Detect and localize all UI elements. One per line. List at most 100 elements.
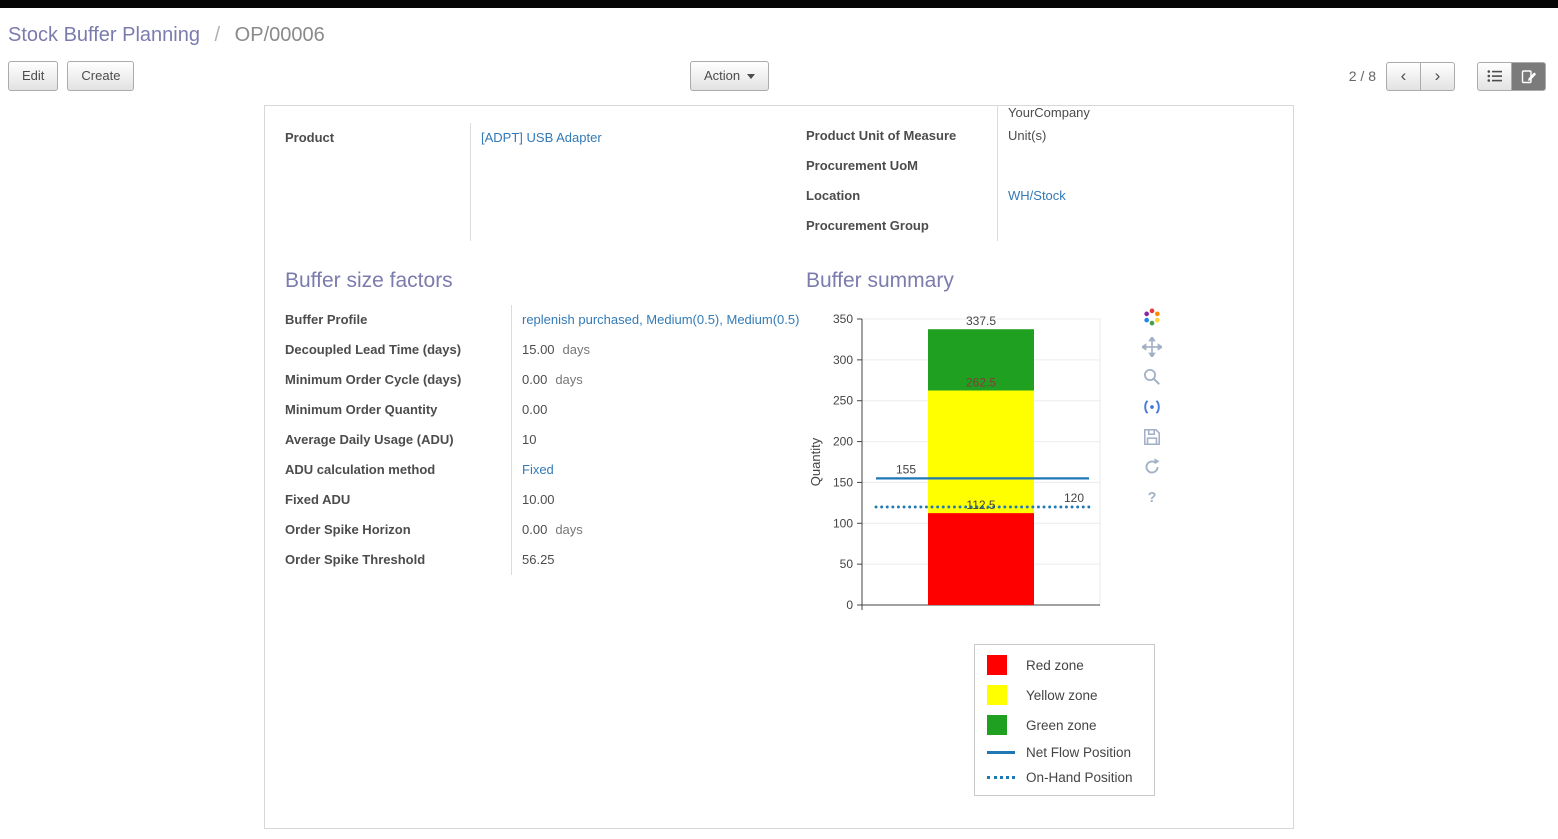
buffer-size-factors-heading: Buffer size factors [285,269,453,292]
buffer-chart-svg[interactable]: 0 50 100 150 200 250 300 350 112.5 262.5 337.5 155 1… [806,305,1140,625]
plotly-logo-icon[interactable] [1142,307,1162,327]
form-icon [1521,69,1536,83]
legend-item-yellow-zone[interactable]: Yellow zone [987,685,1142,705]
field-row-fixed-adu: Fixed ADU 10.00 [285,485,806,515]
field-row-buffer-profile: Buffer Profile replenish purchased, Medi… [285,305,806,335]
field-row-product: Product [ADPT] USB Adapter [285,123,806,153]
dlt-suffix: days [562,342,591,357]
form-sheet: Product [ADPT] USB Adapter YourCompany P… [264,105,1294,829]
buffer-size-factors-group: Buffer Profile replenish purchased, Medi… [285,305,806,575]
svg-text:300: 300 [833,353,853,367]
svg-text:Quantity: Quantity [808,437,823,486]
fixed-adu-label: Fixed ADU [285,485,512,515]
svg-text:112.5: 112.5 [966,498,995,512]
chevron-right-icon: › [1434,66,1441,85]
field-row-procurement-group: Procurement Group [806,211,1273,241]
svg-text:50: 50 [840,557,854,571]
procurement-group-label: Procurement Group [806,211,998,241]
legend-label: Yellow zone [1026,687,1098,703]
legend-item-net-flow[interactable]: Net Flow Position [987,745,1142,760]
svg-text:155: 155 [896,462,916,476]
svg-text:337.5: 337.5 [966,314,996,328]
field-row-product-uom: Product Unit of Measure Unit(s) [806,121,1273,151]
min-order-qty-value: 0.00 [522,402,548,417]
min-order-qty-label: Minimum Order Quantity [285,395,512,425]
min-order-cycle-value: 0.00 [522,372,548,387]
field-row-clipped: YourCompany [806,106,1273,121]
svg-text:120: 120 [1064,491,1084,505]
svg-text:?: ? [1148,490,1157,506]
product-uom-value: Unit(s) [1008,128,1047,143]
field-row-min-order-cycle: Minimum Order Cycle (days) 0.00 days [285,365,806,395]
location-label: Location [806,181,998,211]
red-zone-swatch [987,655,1007,675]
product-value-link[interactable]: [ADPT] USB Adapter [481,130,602,145]
buffer-summary-heading: Buffer summary [806,269,954,292]
field-row-spike-horizon: Order Spike Horizon 0.00 days [285,515,806,545]
legend-label: Red zone [1026,657,1084,673]
field-row-adu-method: ADU calculation method Fixed [285,455,806,485]
legend-label: On-Hand Position [1026,770,1133,785]
pager-counter: 2 / 8 [1348,68,1376,84]
dlt-value: 15.00 [522,342,555,357]
adu-value: 10 [522,432,537,447]
field-row-dlt: Decoupled Lead Time (days) 15.00 days [285,335,806,365]
action-label: Action [704,68,741,83]
buffer-profile-value-link[interactable]: replenish purchased, Medium(0.5), Medium… [522,312,800,327]
adu-method-value-link[interactable]: Fixed [522,462,554,477]
adu-label: Average Daily Usage (ADU) [285,425,512,455]
clipped-field-value: YourCompany [1008,106,1090,120]
svg-text:250: 250 [833,394,853,408]
svg-text:350: 350 [833,312,853,326]
spike-threshold-value: 56.25 [522,552,555,567]
help-icon[interactable]: ? [1142,487,1162,507]
edit-button[interactable]: Edit [8,61,59,91]
legend-item-red-zone[interactable]: Red zone [987,655,1142,675]
spike-horizon-suffix: days [555,522,583,537]
main-field-group: Product [ADPT] USB Adapter YourCompany P… [285,106,1273,241]
field-row-spike-threshold: Order Spike Threshold 56.25 [285,545,806,575]
on-hand-swatch [987,776,1015,779]
buffer-summary-chart: 0 50 100 150 200 250 300 350 112.5 262.5 337.5 155 1… [806,305,1206,630]
form-view-button[interactable] [1511,61,1546,91]
min-order-cycle-suffix: days [555,372,583,387]
reset-axes-icon[interactable] [1142,457,1162,477]
control-panel: Edit Create Action 2 / 8 ‹ › [0,57,1558,105]
autoscale-icon[interactable] [1142,397,1162,417]
pan-icon[interactable] [1142,337,1162,357]
chevron-left-icon: ‹ [1400,66,1407,85]
spike-threshold-label: Order Spike Threshold [285,545,512,575]
legend-label: Green zone [1026,717,1097,733]
adu-method-label: ADU calculation method [285,455,512,485]
top-menu-bar [0,0,1558,8]
zoom-icon[interactable] [1142,367,1162,387]
field-group-filler [285,153,806,241]
yellow-zone-swatch [987,685,1007,705]
chart-legend: Red zone Yellow zone Green zone Net Flow… [974,644,1155,796]
procurement-uom-label: Procurement UoM [806,151,998,181]
spike-horizon-label: Order Spike Horizon [285,515,512,545]
create-button[interactable]: Create [67,61,135,91]
pager-next-button[interactable]: › [1420,61,1455,91]
chevron-down-icon [747,73,756,79]
left-field-group: Product [ADPT] USB Adapter [285,106,806,241]
legend-item-on-hand[interactable]: On-Hand Position [987,770,1142,785]
save-icon[interactable] [1142,427,1162,447]
procurement-group-value [998,211,1008,241]
fixed-adu-value: 10.00 [522,492,555,507]
net-flow-swatch [987,751,1015,754]
legend-label: Net Flow Position [1026,745,1132,760]
action-dropdown-button[interactable]: Action [690,61,770,91]
svg-text:100: 100 [833,516,853,530]
breadcrumb-current: OP/00006 [234,24,325,46]
list-view-button[interactable] [1477,61,1512,91]
legend-item-green-zone[interactable]: Green zone [987,715,1142,735]
green-zone-swatch [987,715,1007,735]
product-label: Product [285,123,471,153]
pager-previous-button[interactable]: ‹ [1386,61,1421,91]
breadcrumb-parent-link[interactable]: Stock Buffer Planning [8,24,200,46]
location-value-link[interactable]: WH/Stock [1008,188,1066,203]
field-row-min-order-qty: Minimum Order Quantity 0.00 [285,395,806,425]
list-icon [1487,70,1502,82]
min-order-cycle-label: Minimum Order Cycle (days) [285,365,512,395]
